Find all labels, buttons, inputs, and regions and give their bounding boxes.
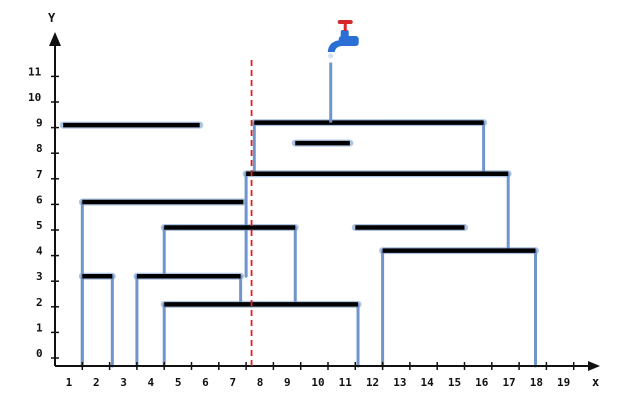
y-tick-label: 10 bbox=[28, 91, 41, 104]
x-tick-label: 1 bbox=[66, 376, 73, 389]
x-tick-label: 3 bbox=[120, 376, 127, 389]
x-tick-label: 11 bbox=[339, 376, 353, 389]
y-tick-label: 2 bbox=[36, 296, 43, 309]
walls-layer bbox=[80, 121, 537, 368]
x-axis-arrow bbox=[588, 361, 600, 371]
y-tick-label: 9 bbox=[36, 117, 43, 130]
x-tick-label: 6 bbox=[202, 376, 209, 389]
x-tick-label: 7 bbox=[229, 376, 236, 389]
x-tick-label: 9 bbox=[284, 376, 291, 389]
x-tick-label: 15 bbox=[448, 376, 461, 389]
faucet-stem bbox=[343, 22, 347, 31]
faucet-layer bbox=[327, 20, 359, 123]
y-axis-label: Y bbox=[48, 11, 56, 25]
x-tick-label: 18 bbox=[530, 376, 543, 389]
x-tick-label: 8 bbox=[257, 376, 264, 389]
x-tick-label: 14 bbox=[421, 376, 435, 389]
y-tick-label: 1 bbox=[36, 321, 43, 334]
x-axis-label: x bbox=[592, 375, 599, 389]
y-tick-label: 5 bbox=[36, 219, 43, 232]
x-tick-label: 12 bbox=[366, 376, 379, 389]
y-tick-label: 0 bbox=[36, 347, 43, 360]
y-axis-arrow bbox=[49, 32, 61, 46]
faucet-icon bbox=[327, 20, 359, 59]
y-tick-label: 7 bbox=[36, 168, 43, 181]
x-tick-label: 13 bbox=[393, 376, 406, 389]
x-tick-label: 17 bbox=[502, 376, 515, 389]
x-tick-label: 19 bbox=[557, 376, 570, 389]
platforms-layer bbox=[59, 119, 539, 308]
x-tick-label: 16 bbox=[475, 376, 489, 389]
faucet-handle bbox=[337, 20, 353, 24]
x-tick-label: 4 bbox=[148, 376, 155, 389]
y-tick-label: 4 bbox=[36, 245, 43, 258]
x-tick-label: 2 bbox=[93, 376, 100, 389]
y-tick-label: 8 bbox=[36, 142, 43, 155]
water-drop bbox=[328, 53, 334, 59]
y-tick-label: 3 bbox=[36, 270, 43, 283]
y-tick-label: 11 bbox=[28, 65, 42, 78]
y-tick-label: 6 bbox=[36, 193, 43, 206]
faucet-spout bbox=[327, 40, 343, 52]
axes-layer: xY1 2 3 4 5 6 7 8 9 10 11 12 13 14 15 16 17 18 19012345678… bbox=[28, 11, 600, 389]
x-tick-label: 10 bbox=[311, 376, 324, 389]
x-tick-label: 5 bbox=[175, 376, 182, 389]
